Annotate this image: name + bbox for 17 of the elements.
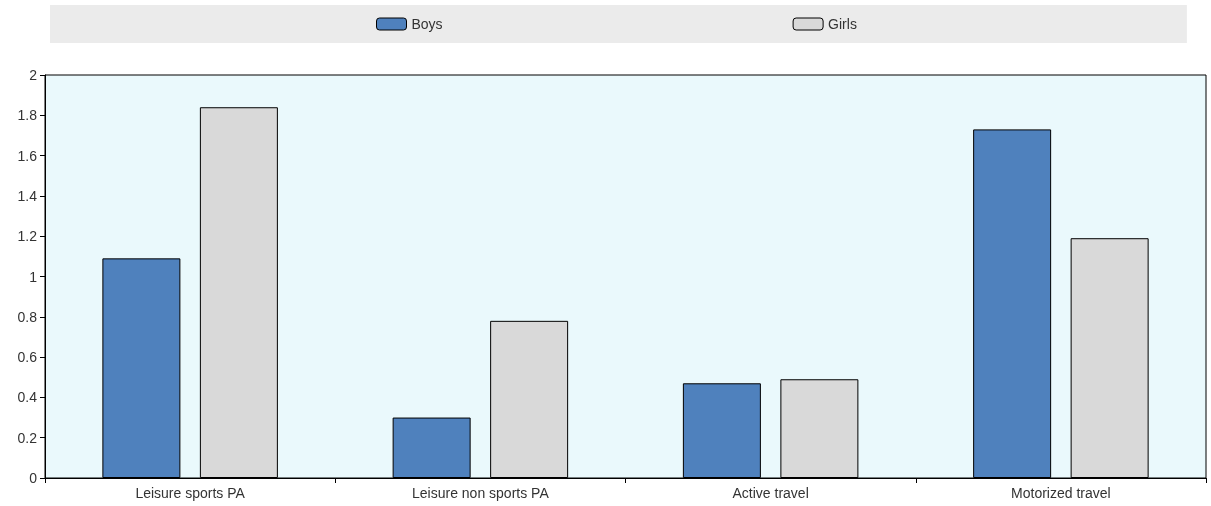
y-tick-label: 0.4 [17, 389, 38, 406]
x-tick-label: Leisure sports PA [135, 485, 246, 501]
legend-label: Boys [411, 16, 443, 32]
y-tick-label: 1.8 [17, 107, 38, 124]
y-tick-label: 0.2 [17, 429, 38, 446]
y-tick-label: 0 [29, 470, 38, 486]
x-tick-label: Active travel [732, 485, 809, 501]
y-tick-label: 2 [29, 67, 38, 83]
y-tick-label: 1 [29, 268, 38, 285]
y-tick-label: 1.2 [17, 228, 38, 245]
y-tick-label: 0.8 [17, 308, 38, 325]
y-tick-label: 1.6 [17, 147, 38, 164]
x-tick-label: Motorized travel [1011, 485, 1111, 501]
y-tick-label: 0.6 [17, 349, 38, 366]
legend-label: Girls [828, 16, 857, 32]
y-tick-label: 1.4 [17, 187, 38, 204]
x-tick-label: Leisure non sports PA [412, 485, 550, 501]
